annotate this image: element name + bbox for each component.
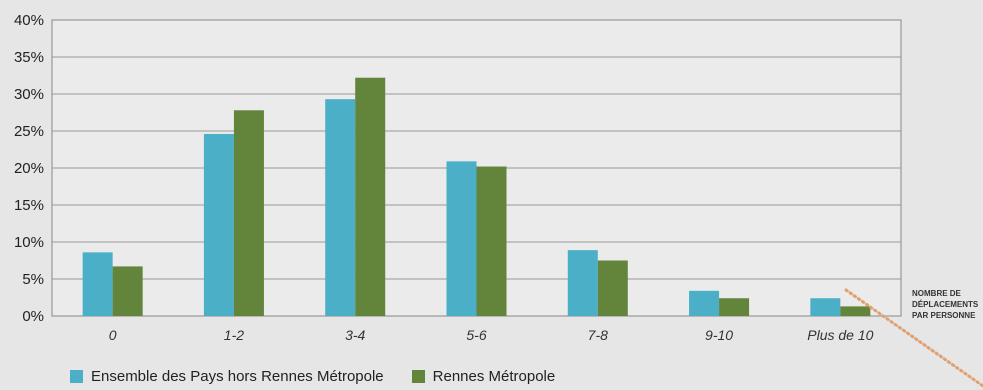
bar-pays (810, 298, 841, 316)
legend-swatch-rennes (411, 370, 425, 383)
bar-pays (203, 133, 234, 316)
x-tick-label: 7-8 (588, 327, 608, 343)
y-tick-label: 0% (22, 308, 44, 325)
y-tick-label: 25% (14, 123, 44, 140)
bar-rennes (597, 260, 628, 316)
x-axis-ticks: 0 1-2 3-4 5-6 7-8 9-10 Plus de 10 (109, 327, 874, 343)
bars (82, 77, 871, 317)
legend-swatch-pays (70, 370, 83, 383)
bar-pays (689, 290, 720, 316)
x-tick-label: 5-6 (466, 327, 486, 343)
y-tick-label: 40% (14, 12, 44, 29)
x-tick-label: 0 (109, 327, 117, 343)
y-tick-label: 30% (14, 86, 44, 103)
x-axis-title-line-3: PAR PERSONNE (912, 311, 976, 320)
y-tick-label: 20% (14, 160, 44, 177)
bar-rennes (840, 306, 871, 316)
legend-item-pays: Ensemble des Pays hors Rennes Métropole (70, 368, 384, 385)
legend-item-rennes: Rennes Métropole (411, 368, 556, 385)
legend-label-rennes: Rennes Métropole (432, 368, 556, 385)
x-axis-title-line-2: DÉPLACEMENTS (912, 300, 979, 309)
y-tick-label: 10% (14, 234, 44, 251)
y-axis-ticks: 0% 5% 10% 15% 20% 25% 30% 35% 40% (14, 12, 44, 325)
legend-label-pays: Ensemble des Pays hors Rennes Métropole (91, 368, 384, 385)
bar-pays (567, 250, 598, 316)
x-axis-title: NOMBRE DE DÉPLACEMENTS PAR PERSONNE (912, 289, 979, 320)
bar-rennes (112, 266, 143, 316)
y-tick-label: 35% (14, 49, 44, 66)
dotted-decoration (844, 288, 983, 388)
bar-pays (446, 161, 477, 316)
bar-rennes (719, 298, 750, 316)
x-tick-label: Plus de 10 (807, 327, 873, 343)
bar-pays (82, 252, 113, 316)
x-tick-label: 3-4 (345, 327, 365, 343)
y-tick-label: 5% (22, 271, 44, 288)
legend: Ensemble des Pays hors Rennes Métropole … (70, 368, 583, 385)
x-tick-label: 9-10 (705, 327, 733, 343)
bar-rennes (476, 166, 507, 316)
x-axis-title-line-1: NOMBRE DE (912, 289, 962, 298)
bar-rennes (233, 110, 264, 316)
y-tick-label: 15% (14, 197, 44, 214)
gridlines (52, 56, 901, 280)
bar-pays (325, 99, 356, 317)
x-tick-label: 1-2 (224, 327, 244, 343)
bar-rennes (355, 77, 386, 316)
